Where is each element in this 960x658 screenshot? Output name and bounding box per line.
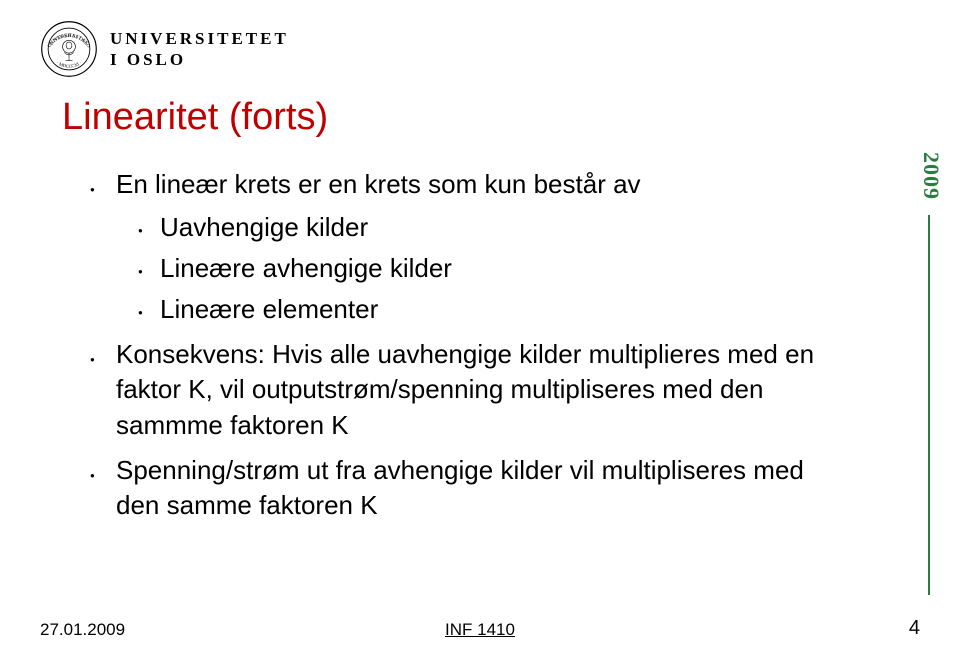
bullet-3: Spenning/strøm ut fra avhengige kilder v… bbox=[110, 453, 850, 523]
university-seal-icon: UNIVERSITAS UNIVERSITAS OSLO · MDCCCXI · bbox=[40, 20, 98, 78]
bullet-list: En lineær krets er en krets som kun best… bbox=[80, 167, 850, 523]
footer-date: 27.01.2009 bbox=[40, 620, 125, 640]
bullet-1-sub2: Lineære avhengige kilder bbox=[156, 251, 850, 286]
svg-text:· MDCCCXI ·: · MDCCCXI · bbox=[55, 61, 83, 70]
bullet-1-sub1: Uavhengige kilder bbox=[156, 210, 850, 245]
bullet-1-sublist: Uavhengige kilder Lineære avhengige kild… bbox=[116, 210, 850, 327]
slide-footer: 27.01.2009 INF 1410 4 bbox=[40, 617, 920, 640]
side-year: 2009 bbox=[918, 152, 944, 200]
slide-content: En lineær krets er en krets som kun best… bbox=[80, 167, 850, 523]
slide-title: Linearitet (forts) bbox=[62, 96, 920, 139]
slide: UNIVERSITAS UNIVERSITAS OSLO · MDCCCXI · bbox=[0, 0, 960, 658]
footer-course: INF 1410 bbox=[445, 620, 515, 640]
slide-header: UNIVERSITAS UNIVERSITAS OSLO · MDCCCXI · bbox=[40, 20, 920, 78]
svg-text:UNIVERSITAS OSLO: UNIVERSITAS OSLO bbox=[47, 34, 90, 49]
footer-page: 4 bbox=[909, 617, 920, 640]
bullet-1: En lineær krets er en krets som kun best… bbox=[110, 167, 850, 327]
bullet-2: Konsekvens: Hvis alle uavhengige kilder … bbox=[110, 337, 850, 442]
university-name: UNIVERSITETET I OSLO bbox=[110, 20, 289, 71]
bullet-1-sub3: Lineære elementer bbox=[156, 292, 850, 327]
bullet-1-text: En lineær krets er en krets som kun best… bbox=[116, 169, 641, 199]
side-accent-line bbox=[928, 215, 930, 595]
university-name-line1: UNIVERSITETET bbox=[110, 28, 289, 49]
university-name-line2: I OSLO bbox=[110, 49, 289, 70]
